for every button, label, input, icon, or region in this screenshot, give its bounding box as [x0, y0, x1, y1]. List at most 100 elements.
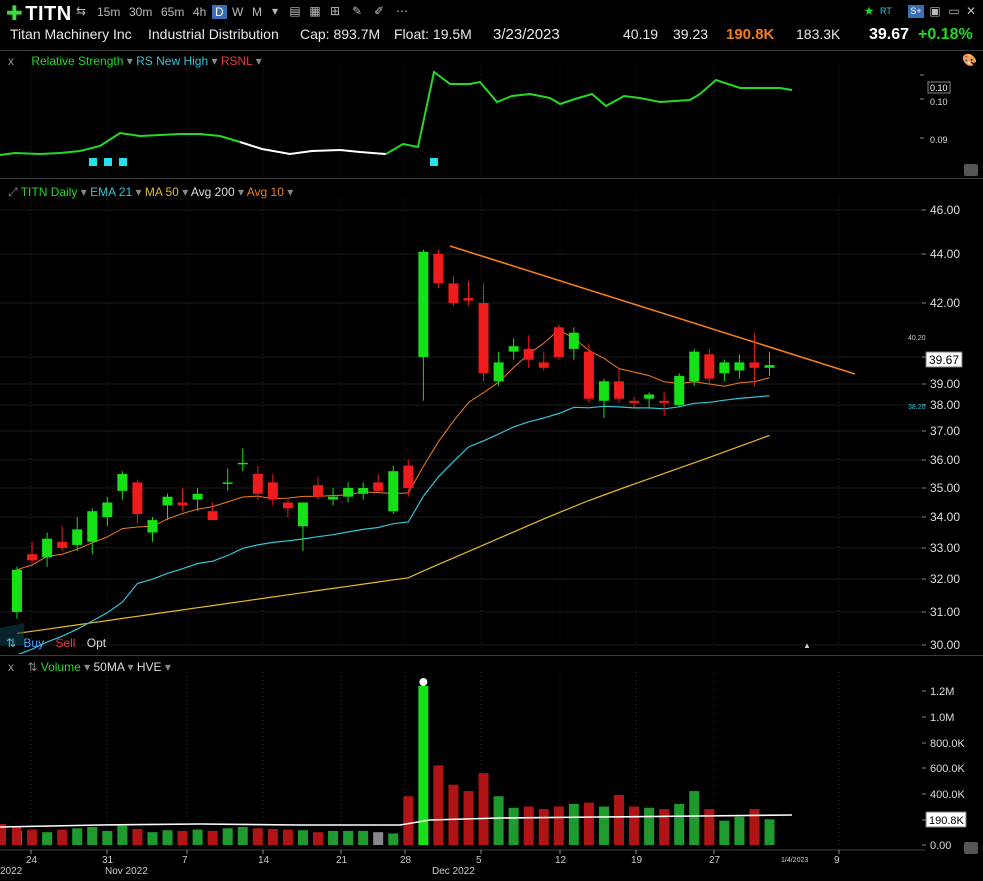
price-tag-box [925, 351, 963, 368]
volume-bar [704, 809, 715, 845]
volume-label[interactable]: Volume [40, 660, 81, 674]
candle-body [313, 485, 323, 497]
divider [0, 178, 983, 179]
volume-axis-label: 600.0K [930, 763, 966, 775]
x-axis-label: 9 [834, 855, 840, 866]
buy-button[interactable]: Buy [23, 636, 45, 650]
volume-bar [177, 830, 188, 845]
volume-bar [192, 829, 203, 845]
x-axis-label: 24 [26, 855, 38, 866]
volume-bar [87, 827, 98, 845]
price-axis-label: 44.00 [930, 247, 960, 261]
volume-bar [538, 809, 549, 845]
x-axis-label: 19 [631, 855, 643, 866]
tf-65m[interactable]: 65m [161, 5, 185, 19]
volume-bar [568, 803, 579, 845]
save-icon[interactable]: ▣ [929, 4, 941, 18]
volume-bar [629, 806, 640, 845]
candle-body [538, 362, 549, 368]
rs-new-high-label[interactable]: RS New High [136, 54, 209, 68]
price-axis-label: 33.00 [930, 541, 960, 555]
volume-bar [343, 830, 354, 845]
x-axis-label: 31 [102, 855, 114, 866]
daily-label[interactable]: TITN Daily [20, 185, 78, 199]
tf-daily[interactable]: D [212, 5, 227, 19]
volume-bar [313, 832, 323, 845]
tf-4h[interactable]: 4h [193, 5, 207, 19]
industry-name: Industrial Distribution [148, 26, 279, 42]
price-chart: 46.0044.0042.0040.0039.0038.0037.0036.00… [0, 198, 963, 654]
star-icon[interactable]: ★ [863, 4, 875, 18]
candle-body [207, 511, 218, 521]
candle-body [72, 529, 83, 545]
avg10-label[interactable]: Avg 10 [246, 185, 284, 199]
collapse-arrow-icon[interactable]: ▲ [803, 641, 811, 650]
minimize-icon[interactable]: ▭ [948, 4, 960, 18]
candle-body [57, 541, 68, 548]
candle-body [749, 362, 760, 368]
volume-axis-label: 800.0K [930, 738, 966, 750]
candle-body [267, 482, 278, 500]
low-value: 39.23 [673, 26, 709, 42]
price-axis-label: 31.00 [930, 605, 960, 619]
x-axis-label: 27 [709, 855, 721, 866]
tf-weekly[interactable]: W [232, 5, 244, 19]
rs-panel-header: x Relative Strength ▾ RS New High ▾ RSNL… [8, 54, 262, 68]
ticker-label: TITN [25, 3, 72, 25]
x-axis-sublabel: 1/4/2023 [781, 857, 808, 864]
volume-bar [508, 807, 519, 845]
tf-monthly[interactable]: M [252, 5, 262, 19]
volume-axis-label: 400.0K [930, 789, 966, 801]
price-tag: 39.67 [929, 353, 959, 367]
grid-icon[interactable]: ▦ [309, 4, 321, 18]
rs-close-button[interactable]: x [8, 54, 14, 68]
opt-button[interactable]: Opt [86, 636, 107, 650]
price-axis-label: 37.00 [930, 424, 960, 438]
add-indicator-icon[interactable]: ⊞ [329, 4, 341, 18]
chevron-down-icon[interactable]: ▾ [271, 4, 279, 18]
price-axis-label: 36.00 [930, 453, 960, 467]
volume-chart: 1.2M1.0M800.0K600.0K400.0K200.0K0.00190.… [0, 672, 978, 877]
ema21-label[interactable]: EMA 21 [90, 185, 133, 199]
volume-bar [147, 832, 158, 845]
hve-label[interactable]: HVE [136, 660, 162, 674]
add-symbol-icon[interactable]: ✚ [6, 3, 24, 25]
candle-body [418, 251, 429, 357]
candle-body [282, 502, 293, 509]
50ma-label[interactable]: 50MA [93, 660, 125, 674]
candle-body [132, 482, 143, 515]
tc-icon[interactable]: ▤ [289, 4, 301, 18]
rt-label[interactable]: RT [880, 6, 892, 16]
compare-icon[interactable]: ⇆ [75, 4, 87, 18]
x-axis-sublabel: 2022 [0, 866, 23, 877]
candle-body [373, 482, 384, 491]
rs-new-high-marker [119, 158, 127, 166]
change-percent: +0.18% [918, 26, 973, 43]
ticker-symbol[interactable]: ✚ TITN [6, 1, 72, 26]
share-icon[interactable]: ⋯ [396, 4, 408, 18]
trendline [449, 245, 856, 375]
volume-axis-label: 1.0M [930, 712, 954, 724]
avg200-label[interactable]: Avg 200 [190, 185, 235, 199]
close-icon[interactable]: ✕ [965, 4, 977, 18]
candle-body [689, 351, 700, 382]
divider [0, 655, 983, 656]
top-toolbar: ✚ TITN ⇆ 15m 30m 65m 4h D W M ▾ ▤ ▦ ⊞ ✎ ✐… [0, 0, 983, 26]
ma50-label[interactable]: MA 50 [144, 185, 179, 199]
volume-bar [493, 796, 504, 845]
rsnl-label[interactable]: RSNL [220, 54, 253, 68]
tf-30m[interactable]: 30m [129, 5, 153, 19]
sell-button[interactable]: Sell [55, 636, 76, 650]
rs-indicator-label[interactable]: Relative Strength [31, 54, 124, 68]
pencil-icon[interactable]: ✎ [351, 4, 363, 18]
palette-icon[interactable]: 🎨 [962, 53, 977, 67]
tf-15m[interactable]: 15m [97, 5, 121, 19]
volume-bar [102, 830, 113, 845]
rs-chart: 0.10 0.10 0.09 [0, 66, 978, 178]
avg-volume-value: 183.3K [796, 26, 841, 42]
s-plus-icon[interactable]: S+ [908, 5, 924, 18]
note-icon[interactable]: ✐ [373, 4, 385, 18]
volume-close-button[interactable]: x [8, 660, 14, 674]
candle-body [388, 471, 399, 512]
volume-bar [478, 773, 489, 845]
